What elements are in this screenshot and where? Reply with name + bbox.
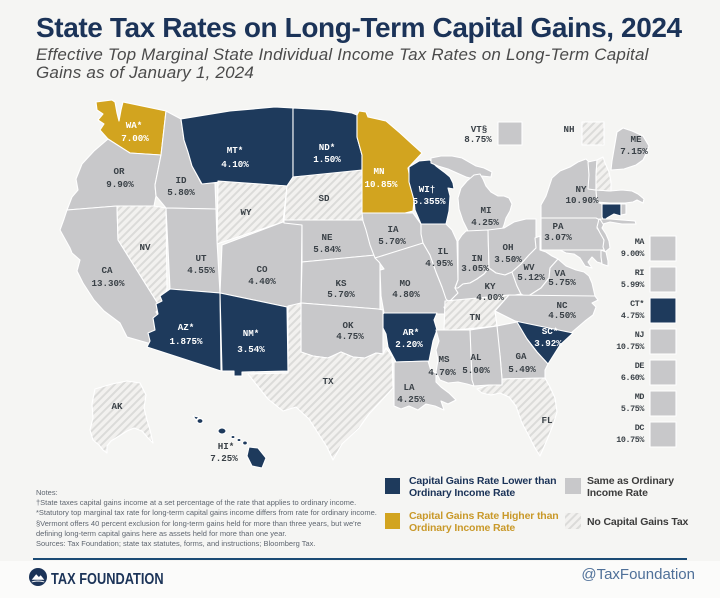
svg-text:4.55%: 4.55% (187, 265, 215, 276)
svg-text:WA*: WA* (126, 120, 143, 131)
svg-text:3.54%: 3.54% (237, 344, 265, 355)
svg-text:4.50%: 4.50% (548, 310, 576, 321)
svg-text:CA: CA (101, 265, 113, 276)
svg-text:LA: LA (403, 382, 415, 393)
svg-text:MD: MD (635, 392, 645, 402)
svg-text:AZ*: AZ* (178, 322, 195, 333)
svg-text:5.84%: 5.84% (313, 244, 341, 255)
svg-text:PA: PA (552, 221, 564, 232)
svg-text:GA: GA (515, 351, 527, 362)
svg-text:5.12%: 5.12% (517, 272, 545, 283)
svg-text:4.25%: 4.25% (471, 217, 499, 228)
svg-text:TN: TN (469, 312, 480, 323)
svg-text:4.25%: 4.25% (397, 394, 425, 405)
svg-text:3.07%: 3.07% (544, 232, 572, 243)
svg-text:ME: ME (630, 134, 642, 145)
svg-text:4.70%: 4.70% (428, 367, 456, 378)
svg-text:NV: NV (139, 242, 151, 253)
svg-text:VA: VA (554, 268, 566, 279)
svg-text:5.49%: 5.49% (508, 364, 536, 375)
svg-text:DC: DC (635, 423, 645, 433)
svg-text:1.875%: 1.875% (169, 336, 203, 347)
svg-text:NC: NC (556, 300, 568, 311)
svg-text:HI*: HI* (218, 441, 235, 452)
svg-text:NH: NH (563, 124, 574, 135)
svg-text:DE: DE (635, 361, 645, 371)
svg-text:TX: TX (322, 376, 334, 387)
svg-text:1.50%: 1.50% (313, 154, 341, 165)
svg-text:7.25%: 7.25% (210, 453, 238, 464)
svg-text:8.75%: 8.75% (464, 134, 492, 145)
svg-text:NM*: NM* (243, 328, 260, 339)
svg-text:5.99%: 5.99% (621, 280, 646, 290)
svg-text:2.20%: 2.20% (395, 339, 423, 350)
svg-text:10.85%: 10.85% (364, 179, 398, 190)
svg-text:KY: KY (484, 281, 496, 292)
svg-text:IN: IN (471, 253, 482, 264)
svg-text:AK: AK (111, 401, 123, 412)
svg-text:13.30%: 13.30% (91, 278, 125, 289)
svg-text:WY: WY (240, 207, 252, 218)
svg-text:IL: IL (437, 246, 449, 257)
svg-text:VT§: VT§ (471, 124, 488, 135)
svg-text:4.40%: 4.40% (248, 276, 276, 287)
svg-text:SD: SD (318, 193, 330, 204)
svg-text:AR*: AR* (403, 327, 420, 338)
svg-text:SC*: SC* (542, 326, 559, 337)
svg-text:9.00%: 9.00% (621, 249, 646, 259)
svg-text:NE: NE (321, 232, 333, 243)
svg-text:ND*: ND* (319, 142, 336, 153)
svg-text:NJ: NJ (635, 330, 645, 340)
svg-text:4.75%: 4.75% (621, 311, 646, 321)
svg-text:MT*: MT* (227, 145, 244, 156)
svg-text:MS: MS (438, 354, 450, 365)
svg-text:5.70%: 5.70% (378, 236, 406, 247)
svg-text:OR: OR (113, 166, 125, 177)
svg-text:3.92%: 3.92% (534, 338, 562, 349)
svg-text:6.60%: 6.60% (621, 373, 646, 383)
svg-text:ID: ID (175, 175, 187, 186)
svg-text:MA: MA (635, 237, 646, 247)
svg-text:7.15%: 7.15% (620, 146, 648, 157)
svg-text:3.05%: 3.05% (461, 263, 489, 274)
svg-text:WV: WV (523, 262, 535, 273)
svg-text:NY: NY (575, 184, 587, 195)
svg-text:4.80%: 4.80% (392, 289, 420, 300)
svg-text:5.80%: 5.80% (167, 187, 195, 198)
svg-text:CO: CO (256, 264, 268, 275)
svg-text:5.75%: 5.75% (621, 404, 646, 414)
svg-text:MI: MI (480, 205, 491, 216)
svg-text:10.75%: 10.75% (616, 435, 645, 445)
svg-text:7.00%: 7.00% (121, 133, 149, 144)
svg-text:4.00%: 4.00% (476, 292, 504, 303)
svg-text:4.95%: 4.95% (425, 258, 453, 269)
svg-text:KS: KS (335, 278, 347, 289)
svg-text:AL: AL (470, 352, 482, 363)
svg-text:WI†: WI† (419, 184, 436, 195)
svg-text:CT*: CT* (630, 299, 644, 309)
svg-text:MO: MO (399, 278, 411, 289)
svg-text:5.75%: 5.75% (548, 277, 576, 288)
svg-text:3.50%: 3.50% (494, 254, 522, 265)
svg-text:10.90%: 10.90% (565, 195, 599, 206)
svg-text:OH: OH (502, 242, 513, 253)
svg-text:5.70%: 5.70% (327, 289, 355, 300)
svg-text:FL: FL (541, 415, 553, 426)
svg-text:5.355%: 5.355% (412, 196, 446, 207)
svg-text:9.90%: 9.90% (106, 179, 134, 190)
svg-text:OK: OK (342, 320, 354, 331)
svg-text:RI: RI (635, 268, 645, 278)
svg-text:4.75%: 4.75% (336, 331, 364, 342)
svg-text:5.00%: 5.00% (462, 365, 490, 376)
svg-text:4.10%: 4.10% (221, 159, 249, 170)
svg-text:UT: UT (195, 253, 207, 264)
svg-text:10.75%: 10.75% (616, 342, 645, 352)
svg-text:MN: MN (373, 166, 384, 177)
svg-text:IA: IA (387, 224, 399, 235)
